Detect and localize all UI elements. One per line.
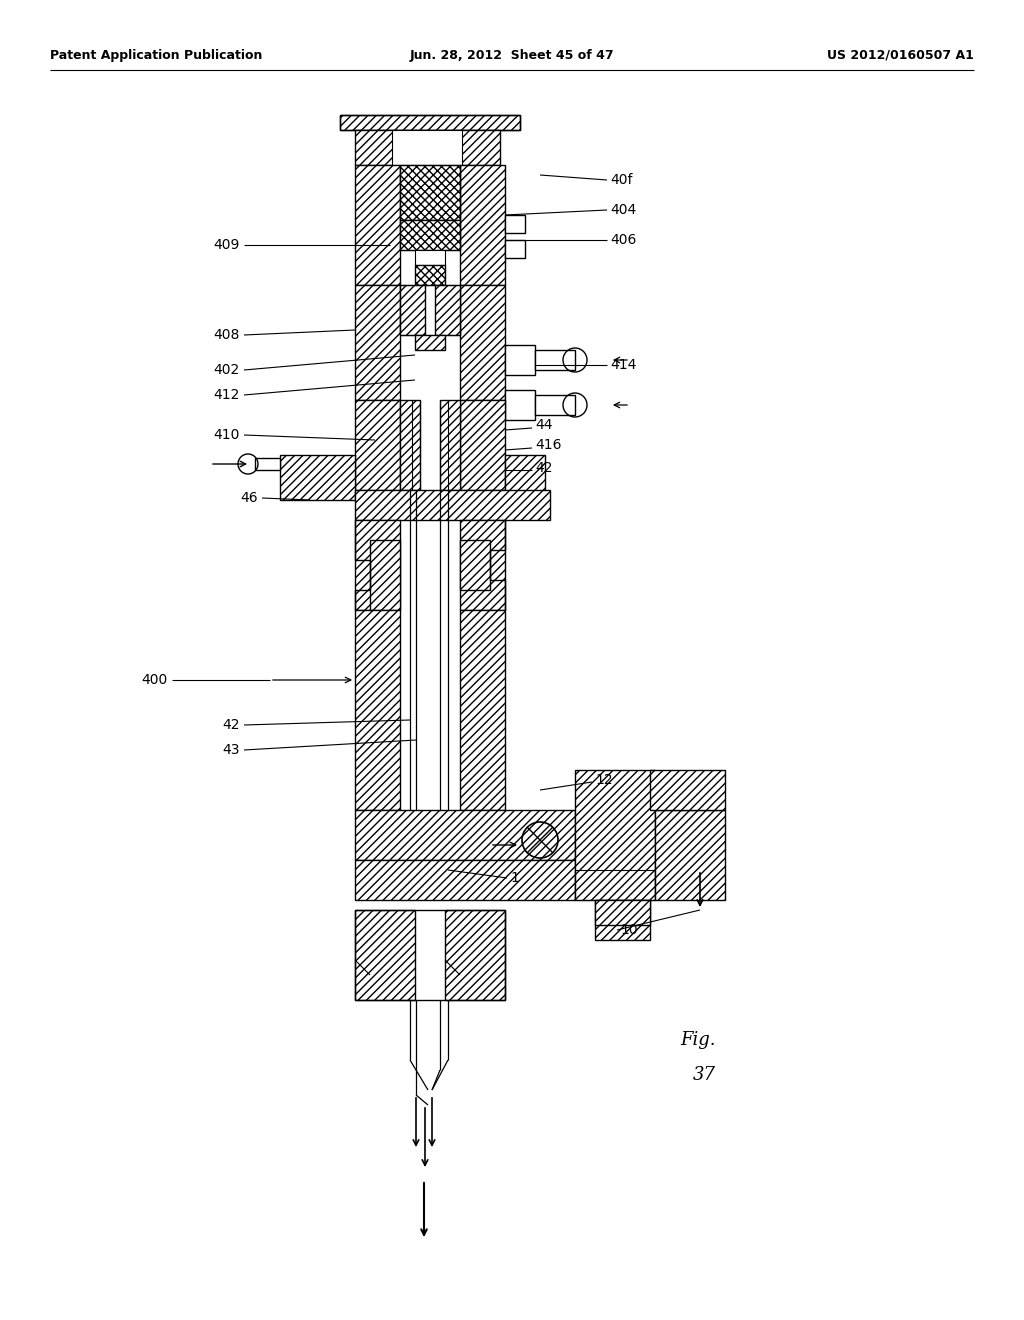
Text: 46: 46 [241, 491, 258, 506]
Text: 1: 1 [510, 871, 519, 884]
Bar [415, 265, 445, 285]
Bar [355, 861, 575, 900]
Text: 410: 410 [214, 428, 240, 442]
Bar [370, 540, 400, 610]
Text: Jun. 28, 2012  Sheet 45 of 47: Jun. 28, 2012 Sheet 45 of 47 [410, 49, 614, 62]
Bar [400, 285, 425, 335]
Bar [400, 400, 420, 490]
Bar [460, 400, 505, 490]
Text: 42: 42 [222, 718, 240, 733]
Bar [595, 900, 650, 925]
Bar [392, 129, 462, 165]
Bar [435, 285, 460, 335]
Text: 412: 412 [214, 388, 240, 403]
Bar [400, 285, 460, 335]
Bar [460, 285, 505, 400]
Text: 402: 402 [214, 363, 240, 378]
Bar [355, 610, 400, 810]
Bar [355, 909, 505, 1001]
Bar [355, 129, 500, 165]
Bar [505, 240, 525, 257]
Bar [575, 770, 655, 900]
Bar [400, 165, 460, 249]
Bar [255, 458, 280, 470]
Text: 409: 409 [214, 238, 240, 252]
Bar [355, 285, 400, 400]
Bar [440, 400, 460, 490]
Text: 408: 408 [214, 327, 240, 342]
Text: 44: 44 [535, 418, 553, 432]
Bar [280, 455, 355, 500]
Bar [460, 520, 505, 610]
Bar [505, 389, 535, 420]
Text: 406: 406 [610, 234, 636, 247]
Bar [505, 455, 545, 500]
Bar [595, 900, 650, 940]
Bar [415, 335, 445, 350]
Bar [460, 610, 505, 810]
Bar [355, 520, 400, 610]
Text: 42: 42 [535, 461, 553, 475]
Text: 404: 404 [610, 203, 636, 216]
Bar [535, 395, 575, 414]
Text: Patent Application Publication: Patent Application Publication [50, 49, 262, 62]
Text: 40f: 40f [610, 173, 633, 187]
Bar [355, 165, 400, 285]
Text: 414: 414 [610, 358, 636, 372]
Text: US 2012/0160507 A1: US 2012/0160507 A1 [827, 49, 974, 62]
Bar [535, 350, 575, 370]
Bar [400, 220, 460, 249]
Text: 37: 37 [693, 1067, 716, 1084]
Bar [655, 810, 725, 900]
Bar [355, 909, 415, 1001]
Text: 10: 10 [620, 923, 638, 937]
Bar [415, 249, 445, 265]
Bar [575, 870, 655, 900]
Text: Fig.: Fig. [680, 1031, 716, 1049]
Bar [400, 165, 460, 220]
Bar [355, 810, 575, 861]
Bar [460, 165, 505, 285]
Text: 416: 416 [535, 438, 561, 451]
Text: 12: 12 [595, 774, 612, 787]
Text: 43: 43 [222, 743, 240, 756]
Bar [505, 215, 525, 234]
Bar [340, 115, 520, 129]
Bar [340, 115, 520, 129]
Bar [460, 540, 490, 590]
Bar [650, 770, 725, 810]
Bar [505, 345, 535, 375]
Bar [355, 400, 400, 490]
Text: 400: 400 [141, 673, 168, 686]
Bar [355, 490, 550, 520]
Bar [445, 909, 505, 1001]
